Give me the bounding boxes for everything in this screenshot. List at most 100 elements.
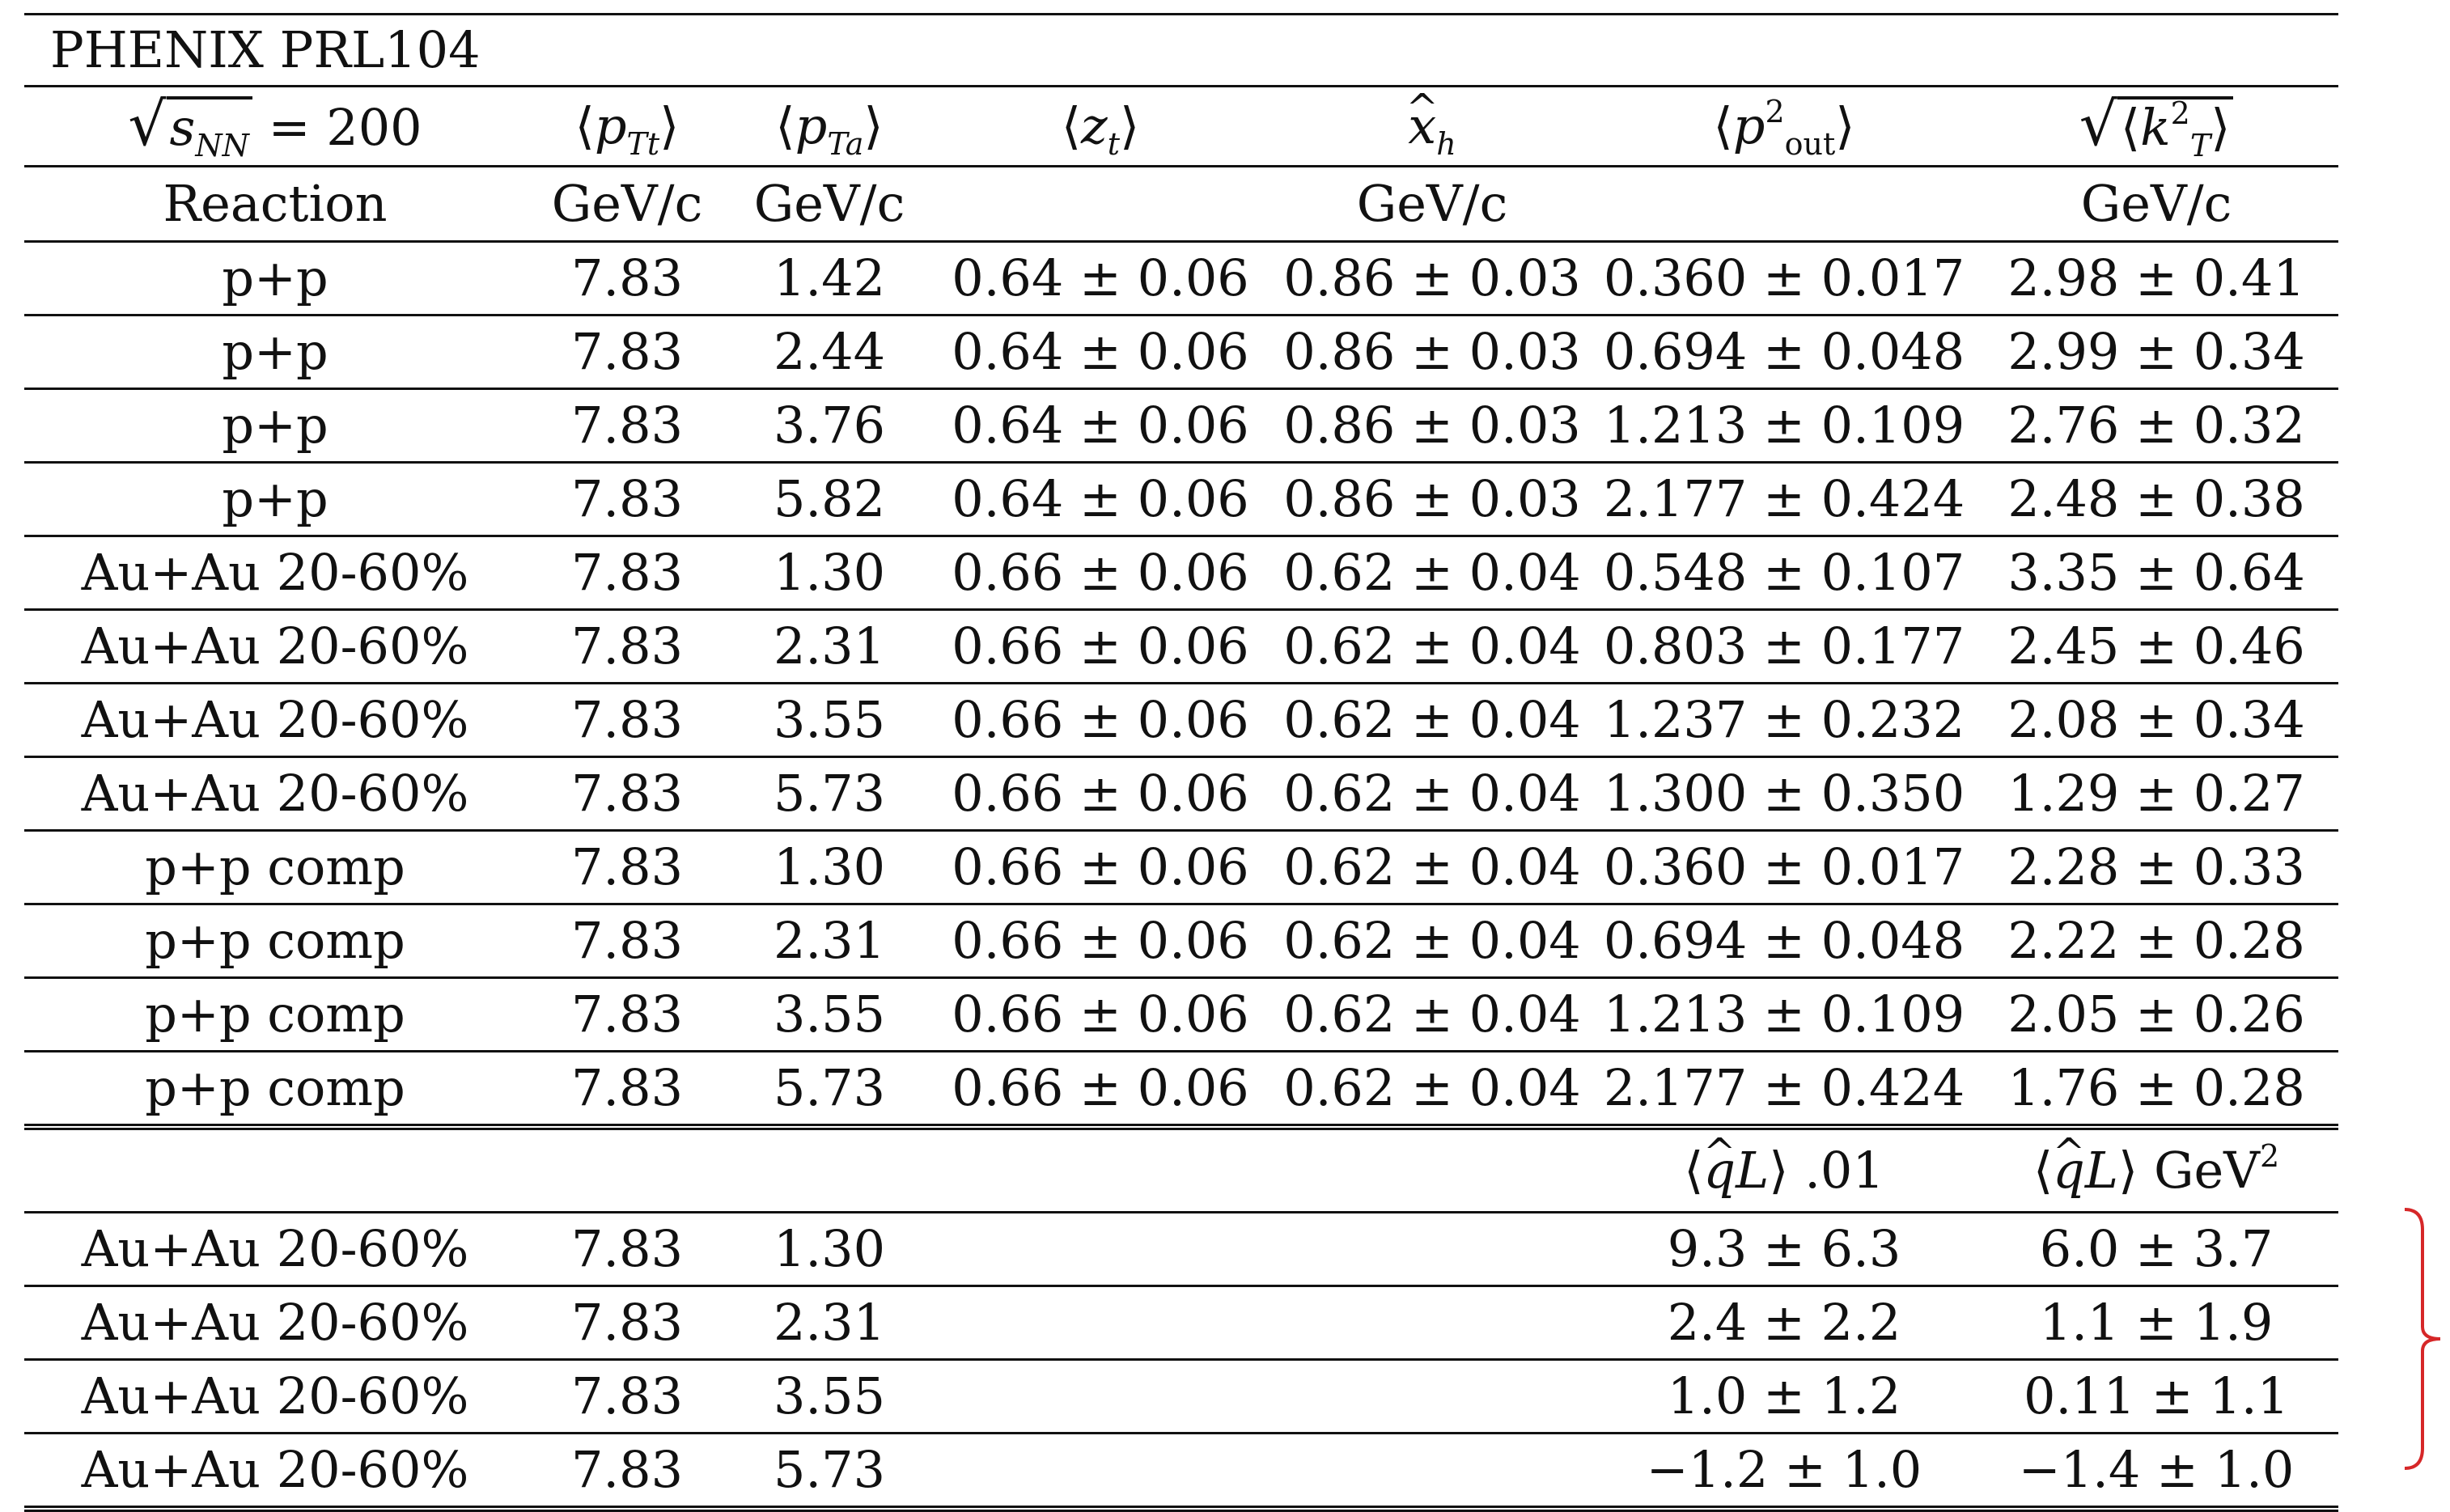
empty-cell — [930, 1127, 1270, 1213]
table-cell: Au+Au 20-60% — [24, 756, 526, 832]
table-cell: 7.83 — [526, 904, 728, 979]
table-cell: 6.0 ± 3.7 — [1974, 1212, 2339, 1287]
table-cell: 7.83 — [526, 388, 728, 464]
red-bracket — [2404, 1208, 2441, 1470]
table-row: p+p comp 7.83 3.55 0.66 ± 0.06 0.62 ± 0.04 1.… — [24, 977, 2339, 1052]
table-cell: 2.31 — [728, 609, 930, 684]
header-pTt: ⟨pTt⟩ — [526, 86, 728, 167]
table-cell: Au+Au 20-60% — [24, 683, 526, 758]
table-cell: 2.76 ± 0.32 — [1974, 388, 2339, 464]
empty-cell — [1270, 1127, 1594, 1213]
header-zt: ⟨zt⟩ — [930, 86, 1270, 167]
table-row: p+p comp 7.83 5.73 0.66 ± 0.06 0.62 ± 0.04 2.… — [24, 1051, 2339, 1130]
table-cell: 7.83 — [526, 830, 728, 905]
table-cell: 1.30 — [728, 830, 930, 905]
table-cell: 1.76 ± 0.28 — [1974, 1051, 2339, 1130]
table-cell: 5.73 — [728, 756, 930, 832]
table-cell: 0.62 ± 0.04 — [1270, 536, 1594, 611]
table-cell: 0.62 ± 0.04 — [1270, 609, 1594, 684]
table-cell: Au+Au 20-60% — [24, 1285, 526, 1361]
table-cell: 7.83 — [526, 683, 728, 758]
table-cell: 7.83 — [526, 1285, 728, 1361]
table-cell: 0.66 ± 0.06 — [930, 904, 1270, 979]
table-title: PHENIX PRL104 — [24, 13, 2339, 87]
table-row: Au+Au 20-60% 7.83 2.31 0.66 ± 0.06 0.62 ± 0.… — [24, 609, 2339, 684]
header-qL-unit: ⟨qL⟩ GeV2 — [1974, 1127, 2339, 1213]
empty-cell — [526, 1127, 728, 1213]
table-cell: 0.66 ± 0.06 — [930, 683, 1270, 758]
table-cell: 0.86 ± 0.03 — [1270, 462, 1594, 537]
table-cell: 0.66 ± 0.06 — [930, 1051, 1270, 1130]
table-row: p+p 7.83 5.82 0.64 ± 0.06 0.86 ± 0.03 2.177 ±… — [24, 462, 2339, 537]
table-cell: 0.64 ± 0.06 — [930, 388, 1270, 464]
sqrt-symbol: √⟨k2T⟩ — [2079, 87, 2234, 165]
table-cell: 9.3 ± 6.3 — [1594, 1212, 1974, 1287]
table-cell: 7.83 — [526, 756, 728, 832]
table-row: Au+Au 20-60% 7.83 5.73 −1.2 ± 1.0 −1.4 ± 1.0 — [24, 1433, 2339, 1512]
table-cell: 1.30 — [728, 536, 930, 611]
table-cell: 3.55 — [728, 977, 930, 1052]
table-cell — [930, 1433, 1270, 1512]
table-cell: 1.29 ± 0.27 — [1974, 756, 2339, 832]
table-cell: 7.83 — [526, 1212, 728, 1287]
table-cell: 5.73 — [728, 1051, 930, 1130]
table-cell: 0.62 ± 0.04 — [1270, 683, 1594, 758]
table-cell: 3.76 — [728, 388, 930, 464]
table-cell: 0.62 ± 0.04 — [1270, 830, 1594, 905]
table-cell: 2.48 ± 0.38 — [1974, 462, 2339, 537]
table-cell: 3.35 ± 0.64 — [1974, 536, 2339, 611]
table-cell: 0.66 ± 0.06 — [930, 609, 1270, 684]
table-row: p+p 7.83 2.44 0.64 ± 0.06 0.86 ± 0.03 0.694 ±… — [24, 315, 2339, 390]
table-cell: 7.83 — [526, 241, 728, 316]
header-pTa: ⟨pTa⟩ — [728, 86, 930, 167]
table-cell: 3.55 — [728, 1359, 930, 1434]
table-cell: p+p — [24, 388, 526, 464]
table-cell: 0.694 ± 0.048 — [1594, 315, 1974, 390]
unit-reaction: Reaction — [24, 166, 526, 243]
table-cell: 1.0 ± 1.2 — [1594, 1359, 1974, 1434]
table-cell: 7.83 — [526, 1433, 728, 1512]
table-cell: 2.05 ± 0.26 — [1974, 977, 2339, 1052]
table-cell: Au+Au 20-60% — [24, 1212, 526, 1287]
unit-xh: GeV/c — [1270, 166, 1594, 243]
table-cell: 1.30 — [728, 1212, 930, 1287]
table-cell: 0.11 ± 1.1 — [1974, 1359, 2339, 1434]
table-cell: Au+Au 20-60% — [24, 1359, 526, 1434]
table-cell: 2.99 ± 0.34 — [1974, 315, 2339, 390]
table-cell: 0.694 ± 0.048 — [1594, 904, 1974, 979]
table-row: p+p comp 7.83 2.31 0.66 ± 0.06 0.62 ± 0.04 0.… — [24, 904, 2339, 979]
table-cell: 0.360 ± 0.017 — [1594, 830, 1974, 905]
table-cell: Au+Au 20-60% — [24, 536, 526, 611]
table-cell — [1270, 1433, 1594, 1512]
table-cell: 0.66 ± 0.06 — [930, 830, 1270, 905]
table-cell: p+p — [24, 315, 526, 390]
unit-pTt: GeV/c — [526, 166, 728, 243]
table-cell: 1.1 ± 1.9 — [1974, 1285, 2339, 1361]
sqrt-symbol: √sNN — [128, 87, 252, 165]
table-cell: 2.08 ± 0.34 — [1974, 683, 2339, 758]
table-row: Au+Au 20-60% 7.83 3.55 1.0 ± 1.2 0.11 ± 1.1 — [24, 1359, 2339, 1434]
table-cell: 0.66 ± 0.06 — [930, 977, 1270, 1052]
table-cell: 7.83 — [526, 462, 728, 537]
table-row: p+p 7.83 3.76 0.64 ± 0.06 0.86 ± 0.03 1.213 ±… — [24, 388, 2339, 464]
results-table-wrap: PHENIX PRL104 √sNN = 200 ⟨pTt⟩ ⟨pTa⟩ — [24, 13, 2339, 1512]
table-cell: 0.64 ± 0.06 — [930, 241, 1270, 316]
table-cell: Au+Au 20-60% — [24, 609, 526, 684]
table-cell: Au+Au 20-60% — [24, 1433, 526, 1512]
unit-pTa: GeV/c — [728, 166, 930, 243]
table-row: Au+Au 20-60% 7.83 5.73 0.66 ± 0.06 0.62 ± 0.… — [24, 756, 2339, 832]
units-row: Reaction GeV/c GeV/c GeV/c GeV/c — [24, 166, 2339, 243]
table-row: Au+Au 20-60% 7.83 1.30 9.3 ± 6.3 6.0 ± 3.7 — [24, 1212, 2339, 1287]
table-cell — [930, 1212, 1270, 1287]
table-row: p+p comp 7.83 1.30 0.66 ± 0.06 0.62 ± 0.04 0.… — [24, 830, 2339, 905]
table-cell: −1.4 ± 1.0 — [1974, 1433, 2339, 1512]
unit-pout — [1594, 166, 1974, 243]
header-qL-scaled: ⟨qL⟩ .01 — [1594, 1127, 1974, 1213]
table-cell — [1270, 1212, 1594, 1287]
table-cell: 2.31 — [728, 1285, 930, 1361]
empty-cell — [24, 1127, 526, 1213]
table-row: Au+Au 20-60% 7.83 3.55 0.66 ± 0.06 0.62 ± 0.… — [24, 683, 2339, 758]
table-cell: p+p comp — [24, 904, 526, 979]
table-cell: 0.62 ± 0.04 — [1270, 977, 1594, 1052]
